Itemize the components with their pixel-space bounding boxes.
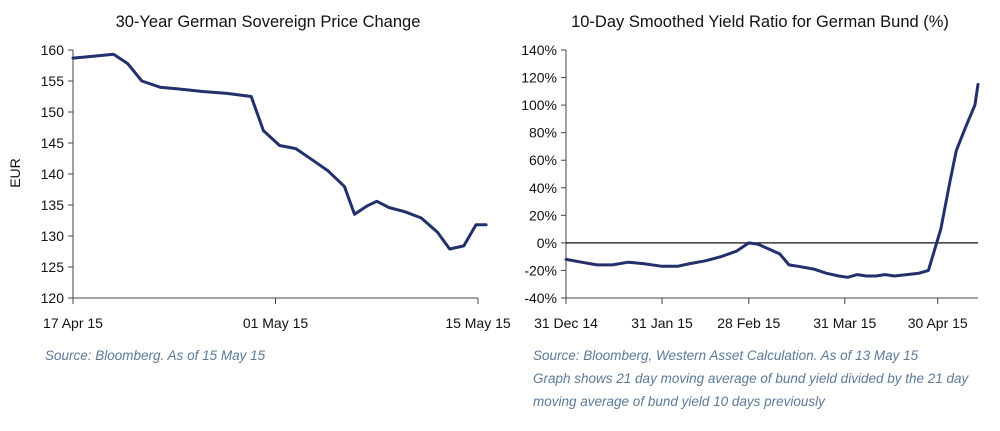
chart2-x-ticks: 31 Dec 14 31 Jan 15 28 Feb 15 31 Mar 15 30 A… [534,298,968,331]
price-change-chart: 30-Year German Sovereign Price Change EU… [7,13,511,363]
chart2-y-tick-label: 120% [521,70,557,86]
chart2-x-tick-label: 31 Jan 15 [631,315,693,331]
chart1-y-tick-label: 125 [41,259,65,275]
chart2-note-2: Graph shows 21 day moving average of bun… [533,371,970,386]
chart2-x-tick-label: 31 Dec 14 [534,315,598,331]
chart1-y-label: EUR [7,158,23,188]
chart2-y-tick-label: -20% [524,262,557,278]
chart2-y-ticks: -40% -20% 0% 20% 40% 60% 80% 100% 120% 140% [521,42,566,306]
chart1-x-tick-label: 01 May 15 [243,315,309,331]
chart2-y-tick-label: 20% [529,207,557,223]
chart1-source-note: Source: Bloomberg. As of 15 May 15 [45,348,266,363]
chart2-y-tick-label: 40% [529,180,557,196]
chart1-x-tick-label: 17 Apr 15 [43,315,103,331]
chart1-y-tick-label: 120 [41,290,65,306]
chart1-series-line [71,52,488,251]
chart1-y-tick-label: 155 [41,73,65,89]
chart2-x-tick-label: 28 Feb 15 [717,315,780,331]
chart2-y-tick-label: -40% [524,290,557,306]
chart2-y-tick-label: 60% [529,152,557,168]
chart1-y-tick-label: 140 [41,166,65,182]
chart1-y-tick-label: 135 [41,197,65,213]
yield-ratio-chart: 10-Day Smoothed Yield Ratio for German B… [521,13,980,409]
chart2-title: 10-Day Smoothed Yield Ratio for German B… [571,13,949,31]
chart1-x-ticks: 17 Apr 15 01 May 15 15 May 15 [43,298,511,331]
chart1-y-tick-label: 130 [41,228,65,244]
chart2-note-1: Source: Bloomberg, Western Asset Calcula… [533,348,919,363]
chart1-y-tick-label: 160 [41,42,65,58]
chart1-y-tick-label: 150 [41,104,65,120]
chart1-y-ticks: 120 125 130 135 140 145 150 155 160 [41,42,73,306]
chart2-y-tick-label: 100% [521,97,557,113]
chart2-y-tick-label: 80% [529,125,557,141]
chart1-y-tick-label: 145 [41,135,65,151]
chart2-x-tick-label: 31 Mar 15 [813,315,876,331]
chart1-title: 30-Year German Sovereign Price Change [116,13,421,31]
chart2-y-tick-label: 0% [537,235,557,251]
chart2-y-tick-label: 140% [521,42,557,58]
chart2-note-3: moving average of bund yield 10 days pre… [533,394,826,409]
chart2-x-tick-label: 30 Apr 15 [908,315,968,331]
chart2-series-line [564,82,980,279]
chart1-x-tick-label: 15 May 15 [445,315,511,331]
